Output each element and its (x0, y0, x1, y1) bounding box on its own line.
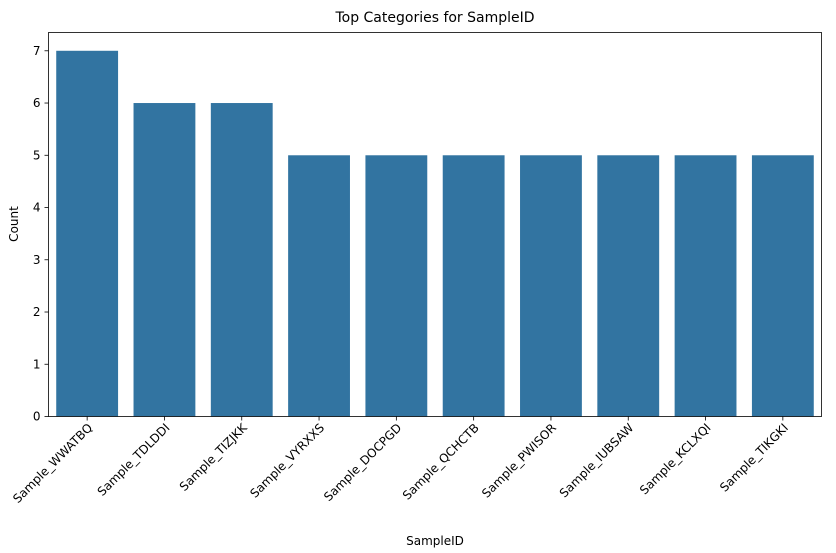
bar (365, 155, 428, 417)
y-tick-label: 7 (33, 44, 41, 58)
x-axis: Sample_WWATBQ Sample_TDLDDI Sample_TIZJKKS… (10, 416, 791, 506)
bar (674, 155, 737, 417)
x-tick-label: Sample_WWATBQ (10, 421, 95, 506)
bar (751, 155, 814, 417)
x-tick-label: Sample_TDLDDI (95, 421, 173, 499)
y-tick-label: 6 (33, 96, 41, 110)
x-tick-label: Sample_KCLXQI (637, 421, 714, 498)
x-tick-label: Sample_QCHCTB (400, 421, 482, 503)
y-tick-label: 5 (33, 148, 41, 162)
bar (442, 155, 505, 417)
bar (133, 103, 196, 417)
x-axis-label: SampleID (406, 534, 464, 548)
y-tick-label: 2 (33, 305, 41, 319)
bar (520, 155, 582, 417)
y-tick-label: 1 (33, 357, 41, 371)
x-tick-label: Sample_VYRXXS (247, 421, 327, 501)
y-tick-label: 0 (33, 410, 41, 424)
bar (597, 155, 660, 417)
bars-group (56, 50, 814, 417)
y-axis-label: Count (7, 206, 21, 242)
bar (56, 50, 119, 417)
x-tick-label: Sample_TIZJKK (177, 420, 251, 494)
bar (210, 103, 273, 417)
x-tick-label: Sample_IUBSAW (557, 421, 637, 501)
y-tick-label: 3 (33, 253, 41, 267)
chart-title: Top Categories for SampleID (334, 10, 534, 26)
x-tick-label: Sample_TIKGKI (717, 421, 791, 495)
x-tick-label: Sample_DOCPGD (321, 421, 404, 504)
y-axis: 0 1 2 3 4 5 6 7 (33, 44, 49, 424)
bar (288, 155, 350, 417)
y-tick-label: 4 (33, 201, 41, 215)
x-tick-label: Sample_PWISOR (479, 421, 559, 501)
plot-frame (48, 32, 822, 417)
